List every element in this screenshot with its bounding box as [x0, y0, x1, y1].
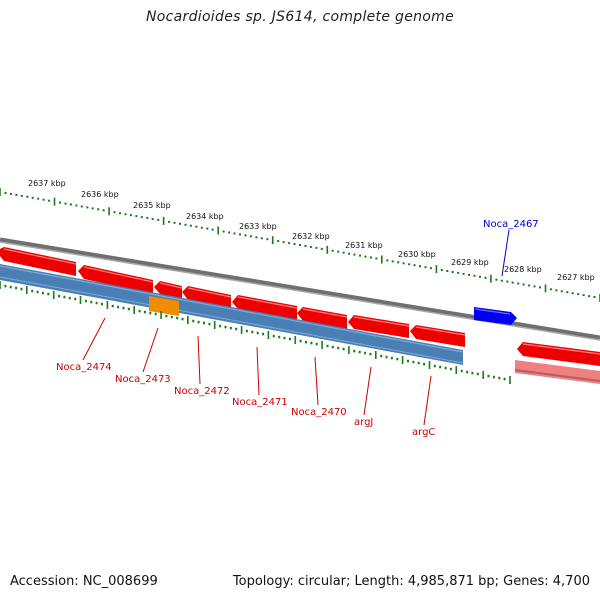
ruler-label: 2633 kbp [239, 222, 277, 231]
accession-text: Accession: NC_008699 [10, 574, 158, 589]
ruler-label: 2637 kbp [28, 179, 66, 188]
reverse-gene[interactable] [348, 315, 410, 338]
ruler-label: 2627 kbp [557, 273, 595, 282]
ruler-label: 2631 kbp [345, 241, 383, 250]
ruler-label: 2629 kbp [451, 258, 489, 267]
ruler-ticks [0, 188, 600, 302]
reverse-gene[interactable] [232, 295, 298, 320]
forward-gene-noca-2467[interactable] [474, 307, 517, 325]
ruler-label: 2635 kbp [133, 201, 171, 210]
cds-track-light-segment[interactable] [514, 360, 600, 384]
reverse-strand-genes [0, 247, 600, 366]
ruler-labels: 2637 kbp 2636 kbp 2635 kbp 2634 kbp 2633… [28, 179, 595, 282]
gene-label[interactable]: Noca_2470 [291, 407, 347, 418]
reverse-gene[interactable] [182, 286, 232, 309]
reverse-gene[interactable] [0, 247, 77, 276]
gene-label[interactable]: argC [412, 427, 435, 438]
gene-label[interactable]: Noca_2474 [56, 362, 112, 373]
gene-label[interactable]: Noca_2467 [483, 219, 539, 230]
label-leader-lines [82, 229, 510, 426]
genome-backbone [0, 237, 600, 341]
ruler-label: 2632 kbp [292, 232, 330, 241]
reverse-gene[interactable] [410, 325, 466, 347]
genome-summary-text: Topology: circular; Length: 4,985,871 bp… [232, 574, 590, 589]
map-title: Nocardioides sp. JS614, complete genome [146, 9, 454, 25]
reverse-gene[interactable] [78, 265, 154, 294]
gene-label[interactable]: Noca_2471 [232, 397, 288, 408]
gene-labels: Noca_2474 Noca_2473 Noca_2472 Noca_2471 … [56, 219, 539, 438]
reverse-gene[interactable] [154, 281, 183, 299]
reverse-gene[interactable] [297, 307, 348, 329]
ruler-label: 2628 kbp [504, 265, 542, 274]
cds-track [0, 264, 600, 384]
gene-label[interactable]: Noca_2472 [174, 386, 230, 397]
gene-label[interactable]: Noca_2473 [115, 374, 171, 385]
gene-label[interactable]: argJ [354, 417, 373, 428]
cds-highlight-segment[interactable] [149, 296, 179, 316]
ruler-label: 2636 kbp [81, 190, 119, 199]
bottom-ticks [0, 281, 511, 384]
reverse-gene[interactable] [517, 342, 600, 366]
ruler-label: 2634 kbp [186, 212, 224, 221]
ruler-label: 2630 kbp [398, 250, 436, 259]
